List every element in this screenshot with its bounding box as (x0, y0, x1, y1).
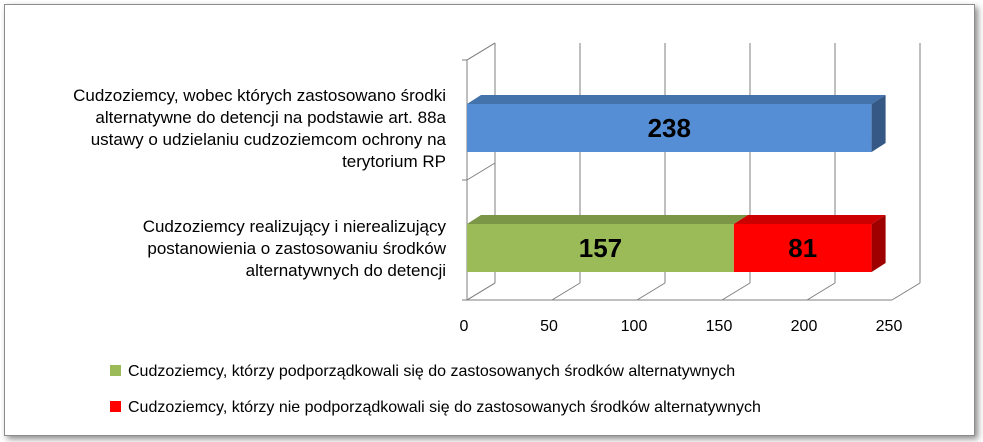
bar-segment (733, 224, 872, 272)
bar-side-face (871, 215, 886, 272)
category-label-line: alternatywnych do detencji (246, 261, 446, 280)
legend-label: Cudzoziemcy, którzy podporządkowali się … (128, 363, 735, 380)
gridline-floor (891, 282, 921, 301)
bar-segment (467, 224, 734, 272)
wall-divider (466, 162, 496, 181)
x-tick-label: 150 (706, 318, 733, 335)
bar-top-face (467, 95, 886, 104)
bar-side-face (871, 95, 886, 152)
legend-label: Cudzoziemcy, którzy nie podporządkowali … (128, 399, 761, 416)
gridline-floor (636, 282, 666, 301)
gridline-floor (551, 282, 581, 301)
bar-top-face (733, 215, 886, 224)
wall-divider (466, 282, 496, 301)
category-label-line: postanowienia o zastosowaniu środków (147, 239, 446, 258)
x-tick-label: 50 (540, 318, 558, 335)
x-tick-label: 0 (460, 318, 469, 335)
gridline-floor (806, 282, 836, 301)
bar-segment (467, 104, 872, 152)
data-label: 81 (788, 233, 817, 263)
bar-top-face (467, 215, 748, 224)
x-tick-label: 200 (791, 318, 818, 335)
data-label: 238 (648, 113, 691, 143)
legend-swatch (110, 365, 121, 376)
category-label-line: terytorium RP (342, 152, 446, 171)
x-tick-label: 250 (876, 318, 903, 335)
wall-divider (466, 42, 496, 61)
gridline-floor (721, 282, 751, 301)
category-label-line: Cudzoziemcy realizujący i nierealizujący (143, 217, 447, 236)
category-label-line: Cudzoziemcy, wobec których zastosowano ś… (73, 86, 446, 105)
legend-swatch (110, 401, 121, 412)
category-label-line: alternatywne do detencji na podstawie ar… (95, 108, 446, 127)
x-tick-label: 100 (621, 318, 648, 335)
data-label: 157 (579, 233, 622, 263)
category-label-line: ustawy o udzielaniu cudzoziemcom ochrony… (91, 130, 447, 149)
